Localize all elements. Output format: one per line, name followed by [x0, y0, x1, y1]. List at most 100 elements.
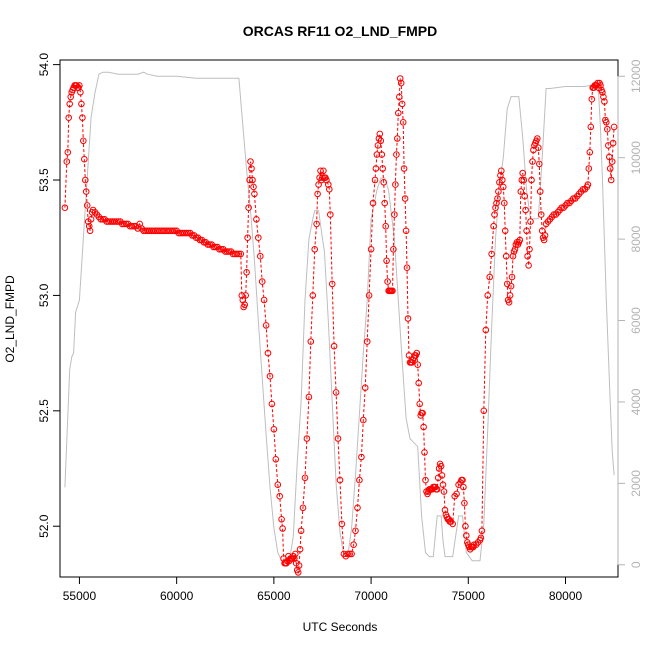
data-point [389, 287, 396, 295]
data-point [516, 236, 524, 244]
data-point [527, 218, 534, 225]
data-point [325, 181, 332, 188]
data-point [421, 449, 428, 456]
data-point [253, 216, 260, 223]
data-point [382, 222, 390, 230]
y2-tick-label: 8000 [629, 225, 643, 252]
data-point [529, 158, 536, 165]
data-point [518, 176, 526, 184]
data-point [588, 95, 596, 103]
data-point [610, 123, 618, 131]
data-point [356, 476, 363, 484]
data-point [453, 490, 460, 498]
data-point [237, 250, 245, 258]
data-point [299, 504, 307, 512]
data-point [332, 389, 340, 396]
data-point [348, 550, 355, 558]
data-point [358, 453, 365, 461]
data-point [243, 269, 250, 276]
data-point [250, 183, 257, 191]
data-point [113, 218, 120, 225]
series-line-right-0 [64, 71, 615, 562]
data-point [585, 165, 593, 172]
data-point [541, 232, 549, 239]
data-point [373, 151, 381, 158]
data-point [493, 199, 500, 207]
data-point [461, 499, 468, 507]
data-point [528, 176, 535, 184]
data-point [66, 100, 73, 108]
y2-axis: 0 2000 4000 6000 8000 10000 12000 [617, 59, 643, 568]
data-point [336, 476, 344, 484]
data-point [330, 342, 338, 350]
y-tick-label: 52.0 [37, 514, 51, 538]
data-point [376, 130, 384, 138]
data-point [292, 550, 299, 558]
data-point [500, 183, 507, 191]
data-point [235, 250, 243, 258]
x-tick-label: 75000 [452, 589, 486, 603]
data-point [244, 234, 251, 241]
data-point [440, 488, 448, 495]
data-point [305, 393, 313, 401]
y2-tick-label: 2000 [629, 470, 643, 497]
data-point [268, 400, 276, 408]
data-point [459, 476, 466, 484]
data-point [484, 292, 492, 299]
data-point [433, 486, 441, 493]
y2-tick-label: 0 [629, 561, 643, 568]
x-tick-label: 70000 [354, 589, 388, 603]
data-point [251, 190, 258, 198]
data-point [360, 416, 367, 424]
data-point [183, 229, 190, 237]
data-point [478, 527, 486, 535]
data-point [507, 282, 515, 290]
data-point [238, 292, 246, 299]
data-point [413, 349, 421, 357]
data-point [536, 188, 544, 195]
data-point [120, 220, 128, 228]
data-point [606, 165, 614, 172]
data-point [398, 100, 406, 108]
data-point [81, 155, 88, 163]
y2-tick-label: 12000 [629, 59, 643, 93]
y-tick-label: 53.5 [37, 168, 51, 192]
data-point [248, 165, 255, 172]
data-point [344, 550, 352, 558]
x-tick-label: 80000 [549, 589, 583, 603]
data-point [525, 262, 532, 269]
y2-tick-label: 10000 [629, 141, 643, 175]
data-point [169, 227, 177, 235]
data-point [608, 158, 616, 165]
data-point [480, 407, 488, 415]
data-point [369, 199, 377, 207]
data-point [264, 349, 272, 357]
data-point [490, 222, 497, 230]
data-point [401, 195, 409, 202]
data-point [61, 204, 69, 211]
data-point [404, 315, 412, 322]
data-point [279, 525, 286, 532]
data-point [381, 199, 389, 207]
data-point [65, 114, 72, 121]
data-point [67, 93, 74, 101]
data-point [511, 246, 519, 253]
y2-tick-label: 6000 [629, 307, 643, 334]
data-point [274, 481, 282, 489]
data-point [536, 160, 543, 168]
data-point [609, 139, 617, 147]
data-point [535, 144, 542, 151]
data-point [326, 186, 333, 193]
data-point [439, 481, 447, 489]
data-point [520, 176, 528, 184]
data-point [77, 89, 84, 96]
data-point [338, 520, 346, 528]
data-point [599, 89, 606, 96]
data-point [537, 211, 545, 218]
data-point [524, 252, 531, 260]
data-point [601, 98, 608, 105]
data-point [78, 100, 85, 108]
data-point [606, 153, 613, 161]
data-point [372, 165, 380, 172]
